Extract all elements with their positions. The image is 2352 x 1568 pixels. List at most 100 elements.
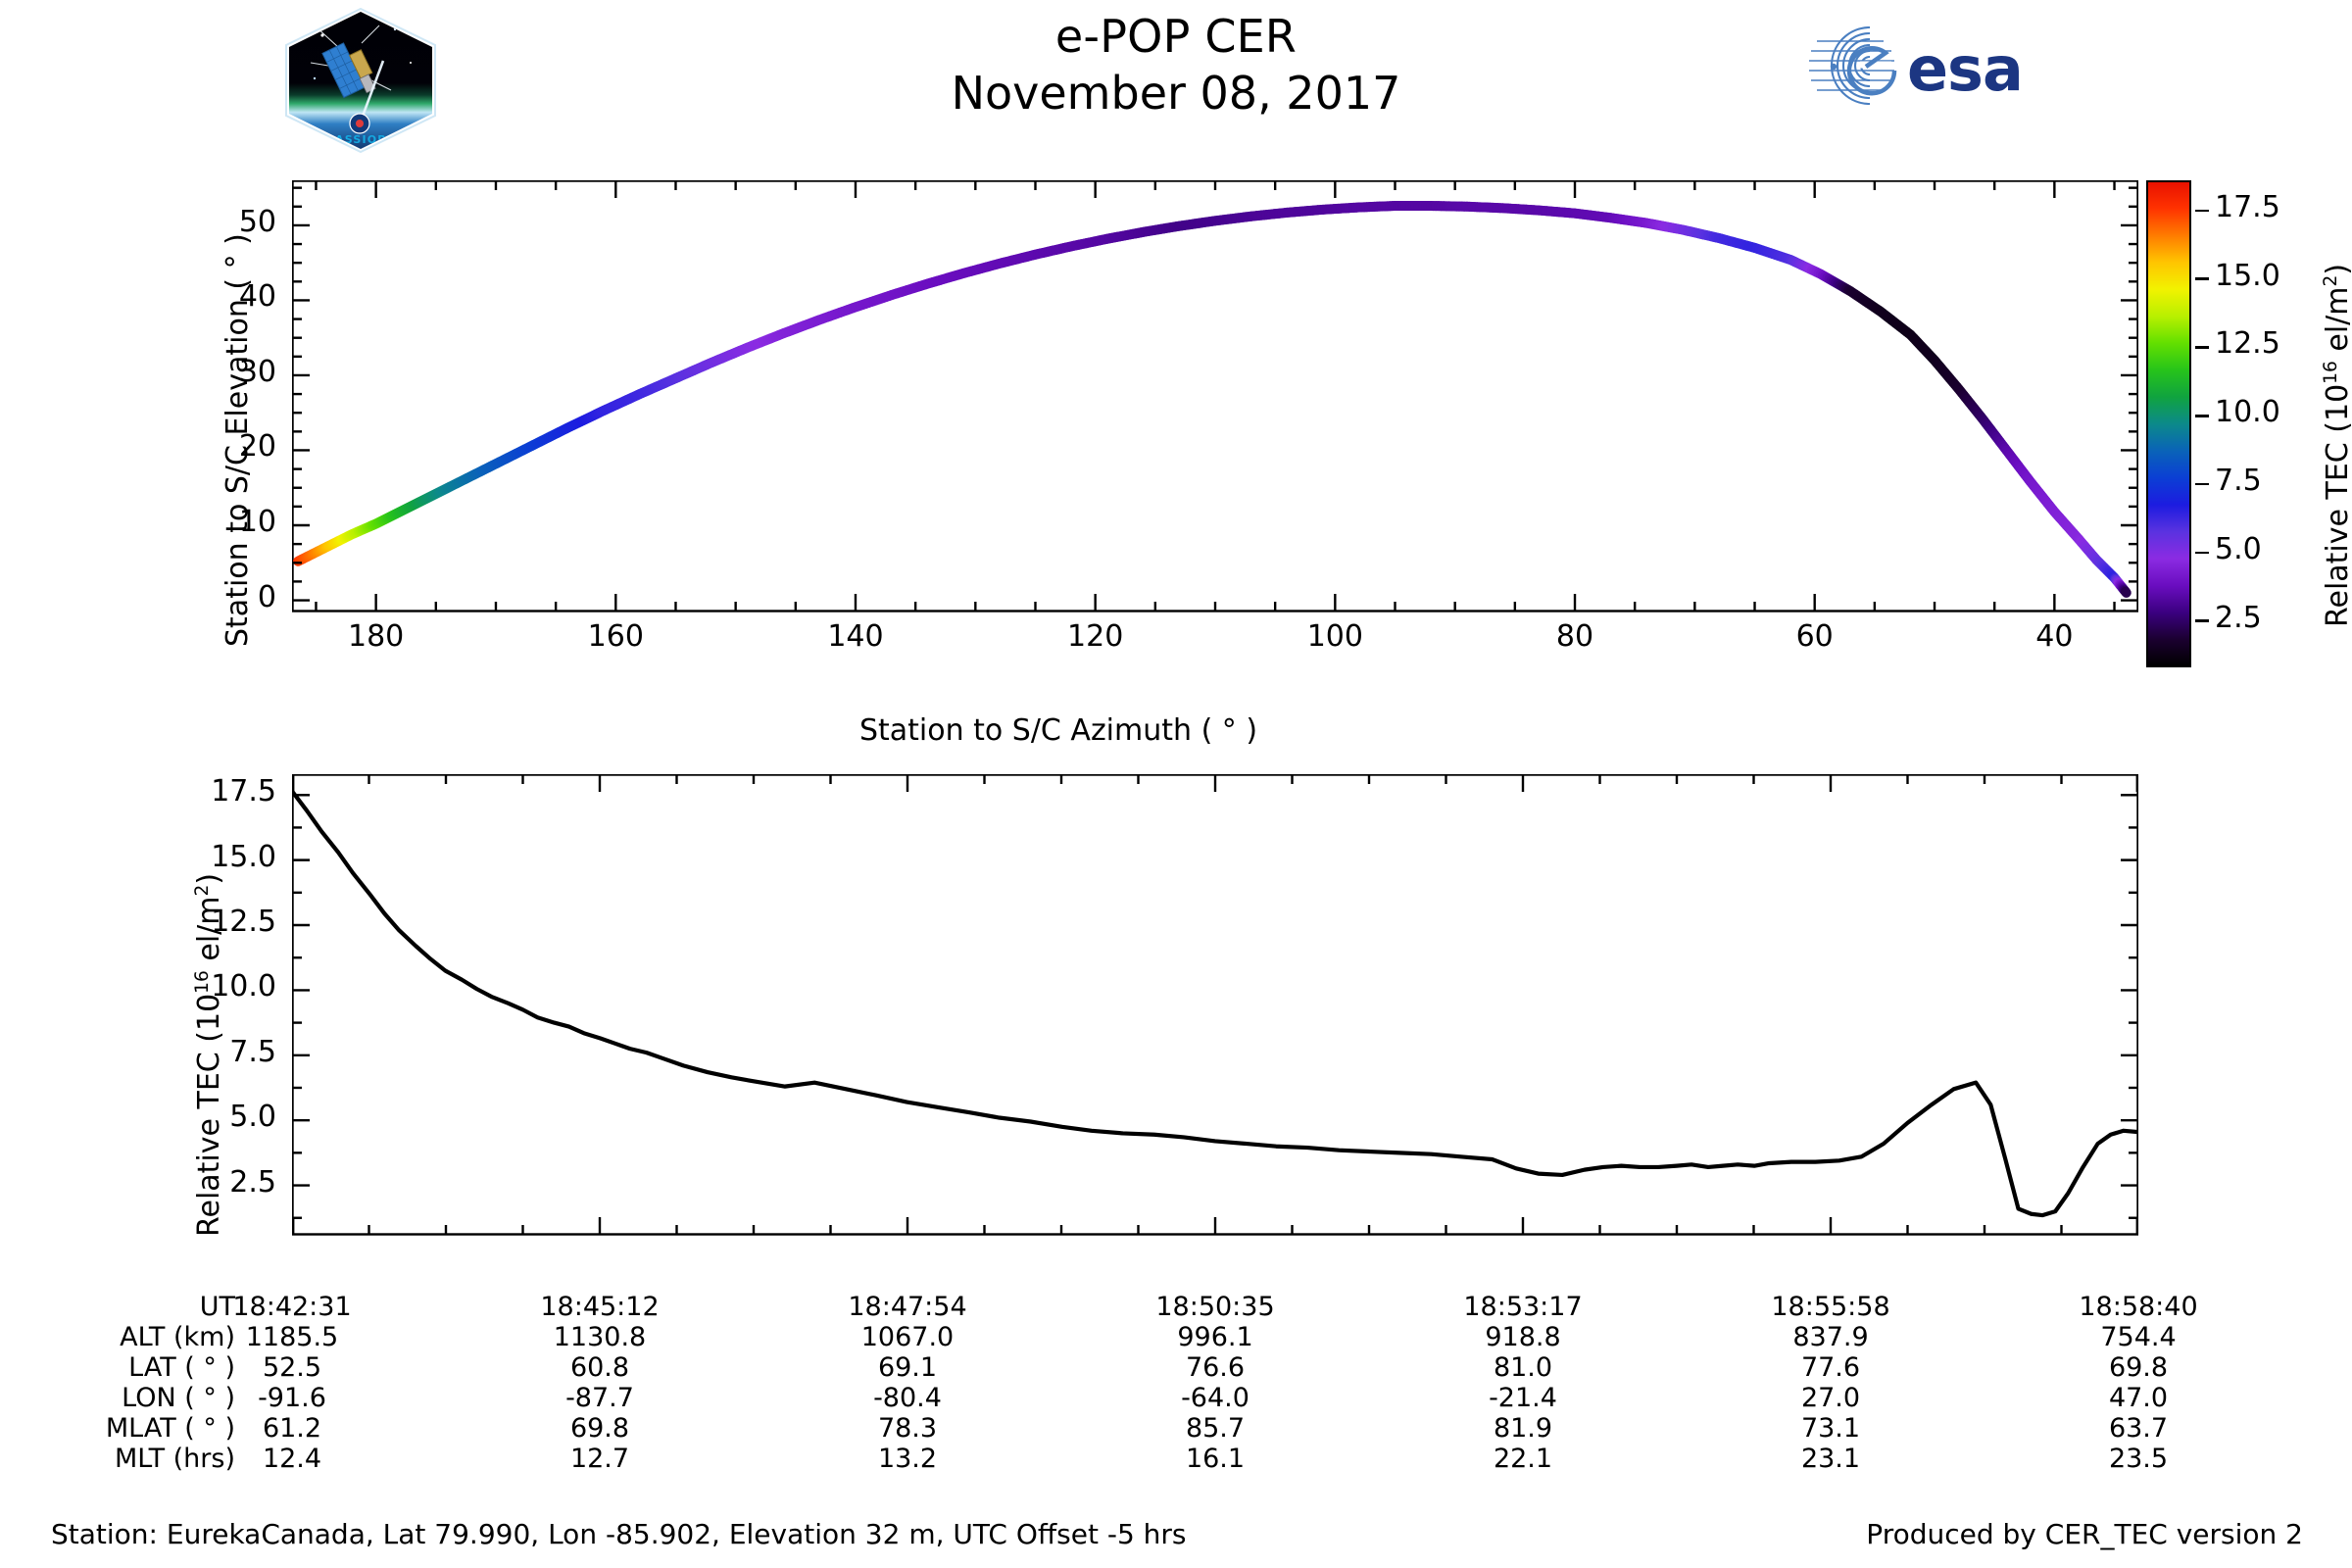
bottom-y-tick-label: 12.5: [211, 905, 276, 939]
colorbar-tick: [2195, 277, 2209, 280]
table-cell: 81.9: [1493, 1413, 1553, 1444]
table-cell: 73.1: [1800, 1413, 1861, 1444]
top-y-tick-label: 20: [238, 429, 276, 465]
table-cell: 69.8: [569, 1413, 630, 1444]
colorbar-tick: [2195, 551, 2209, 555]
table-cell: 18:55:58: [1771, 1292, 1890, 1322]
table-cell: 69.1: [877, 1352, 938, 1383]
bottom-y-tick-label: 5.0: [229, 1100, 276, 1135]
table-row-label: MLAT ( ° ): [105, 1413, 235, 1444]
colorbar-tick-label: 2.5: [2215, 600, 2262, 635]
producer-footer: Produced by CER_TEC version 2: [1866, 1518, 2303, 1550]
table-cell: 27.0: [1800, 1383, 1861, 1413]
table-row-label: UT: [199, 1292, 235, 1322]
colorbar-tick-label: 12.5: [2215, 326, 2280, 362]
table-cell: 837.9: [1792, 1322, 1869, 1352]
table-cell: 85.7: [1185, 1413, 1246, 1444]
table-cell: 69.8: [2108, 1352, 2169, 1383]
station-info-footer: Station: EurekaCanada, Lat 79.990, Lon -…: [51, 1518, 1187, 1550]
colorbar-tick: [2195, 209, 2209, 213]
colorbar-label-prefix: Relative TEC (10: [2321, 383, 2352, 627]
table-cell: 1067.0: [860, 1322, 955, 1352]
table-cell: 18:58:40: [2079, 1292, 2198, 1322]
colorbar-tick-label: 15.0: [2215, 258, 2280, 293]
table-row: LAT ( ° ) 52.5 60.8 69.1 76.6 81.0 77.6 69.8: [0, 1352, 2352, 1383]
top-plot-frame: [291, 179, 2139, 612]
colorbar-tick: [2195, 414, 2209, 417]
table-cell: 1185.5: [245, 1322, 339, 1352]
svg-text:esa: esa: [1907, 33, 2023, 105]
bottom-y-tick-label: 10.0: [211, 969, 276, 1004]
top-plot-xlabel: Station to S/C Azimuth ( ° ): [858, 713, 1258, 748]
bottom-y-tick-label: 7.5: [229, 1034, 276, 1069]
table-row-label: MLT (hrs): [114, 1444, 235, 1474]
esa-logo-icon: esa: [1801, 22, 2095, 110]
colorbar-tick: [2195, 346, 2209, 349]
table-cell: 12.4: [262, 1444, 322, 1474]
table-cell: -64.0: [1181, 1383, 1250, 1413]
colorbar-label: Relative TEC (1016 el/m2): [2321, 264, 2352, 627]
colorbar-tick: [2195, 619, 2209, 622]
bottom-ylabel-exp: 16: [192, 970, 213, 994]
colorbar-tick: [2195, 482, 2209, 486]
top-y-tick-label: 0: [257, 579, 276, 614]
table-cell: 47.0: [2108, 1383, 2169, 1413]
table-cell: 61.2: [262, 1413, 322, 1444]
table-row: MLAT ( ° ) 61.2 69.8 78.3 85.7 81.9 73.1 63.7: [0, 1413, 2352, 1444]
top-x-tick-label: 80: [1555, 619, 1594, 654]
top-y-tick-label: 40: [238, 279, 276, 315]
bottom-ylabel-unit-exp: 2: [192, 884, 213, 897]
top-x-tick-label: 140: [827, 619, 884, 654]
table-row: UT 18:42:31 18:45:12 18:47:54 18:50:35 18:53:…: [0, 1292, 2352, 1322]
colorbar-bar: [2146, 180, 2191, 667]
table-cell: -91.6: [258, 1383, 326, 1413]
bottom-y-tick-label: 15.0: [211, 839, 276, 874]
colorbar-tick-label: 5.0: [2215, 531, 2262, 566]
top-plot-ylabel: Station to S/C Elevation ( ° ): [220, 233, 255, 647]
table-row: LON ( ° ) -91.6 -87.7 -80.4 -64.0 -21.4 27.0 47…: [0, 1383, 2352, 1413]
top-x-tick-label: 180: [347, 619, 405, 654]
table-row-label: LON ( ° ): [122, 1383, 235, 1413]
top-x-tick-label: 60: [1795, 619, 1834, 654]
table-cell: 76.6: [1185, 1352, 1246, 1383]
colorbar-label-unit-exp: 2: [2321, 274, 2341, 287]
top-x-tick-label: 120: [1067, 619, 1124, 654]
table-cell: 52.5: [262, 1352, 322, 1383]
table-cell: 60.8: [569, 1352, 630, 1383]
top-y-tick-label: 10: [238, 505, 276, 539]
tec-colorbar: [2146, 180, 2191, 667]
table-cell: 81.0: [1493, 1352, 1553, 1383]
title-main: e-POP CER: [1054, 10, 1298, 63]
page-title: e-POP CER November 08, 2017: [0, 8, 2352, 122]
cassiope-mission-patch-icon: CASSIOPE: [277, 7, 444, 154]
colorbar-tick-label: 17.5: [2215, 189, 2280, 224]
table-cell: 77.6: [1800, 1352, 1861, 1383]
table-cell: 996.1: [1177, 1322, 1253, 1352]
table-row-label: ALT (km): [120, 1322, 235, 1352]
table-row: ALT (km) 1185.5 1130.8 1067.0 996.1 918.8 837.…: [0, 1322, 2352, 1352]
top-y-tick-label: 50: [238, 204, 276, 239]
tec-timeseries-svg: [289, 773, 2141, 1236]
bottom-plot-ylabel: Relative TEC (1016 el/m2): [192, 873, 226, 1237]
colorbar-tick-label: 7.5: [2215, 463, 2262, 498]
table-cell: 12.7: [569, 1444, 630, 1474]
ephemeris-table: UT 18:42:31 18:45:12 18:47:54 18:50:35 18:53:…: [0, 1292, 2352, 1474]
table-row: MLT (hrs) 12.4 12.7 13.2 16.1 22.1 23.1 23.5: [0, 1444, 2352, 1474]
top-x-tick-label: 100: [1306, 619, 1363, 654]
table-cell: 918.8: [1485, 1322, 1561, 1352]
table-cell: 18:42:31: [232, 1292, 352, 1322]
tec-timeseries-plot: 2.5 5.0 7.5 10.0 12.5 15.0 17.5: [211, 773, 2141, 1264]
table-cell: 18:53:17: [1463, 1292, 1583, 1322]
elevation-azimuth-svg: [291, 179, 2139, 612]
bottom-ylabel-prefix: Relative TEC (10: [192, 993, 226, 1237]
table-cell: 23.5: [2108, 1444, 2169, 1474]
top-y-tick-label: 30: [238, 354, 276, 389]
elevation-azimuth-plot: 180 160 140 120 100 80 60 40 0 10 20 30 40 50: [239, 179, 2139, 670]
table-cell: 63.7: [2108, 1413, 2169, 1444]
colorbar-label-suffix: el/m: [2321, 286, 2352, 362]
table-cell: -21.4: [1489, 1383, 1557, 1413]
bottom-ylabel-close: ): [192, 872, 226, 885]
title-subtitle: November 08, 2017: [951, 67, 1401, 120]
colorbar-tick-labels: 2.5 5.0 7.5 10.0 12.5 15.0 17.5: [2195, 180, 2352, 667]
table-cell: -80.4: [873, 1383, 942, 1413]
